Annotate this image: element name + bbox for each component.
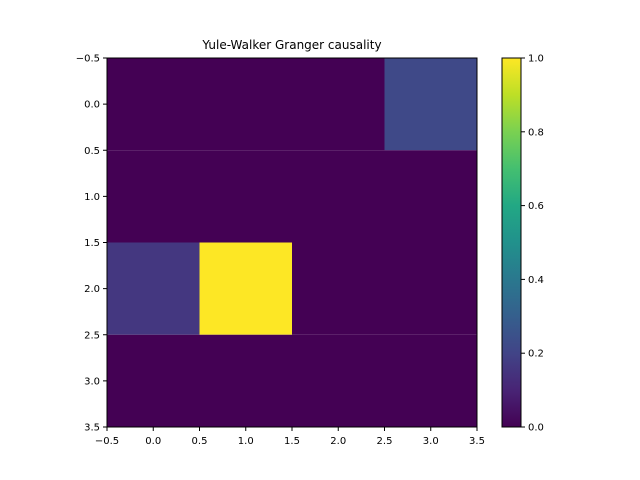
y-tick-label: 1.0 — [84, 192, 100, 203]
colorbar-tick-label: 0.4 — [528, 275, 544, 286]
colorbar-tick-label: 1.0 — [528, 54, 544, 65]
heatmap-cell-r1-c2 — [292, 150, 385, 243]
x-tick-label: 0.5 — [192, 436, 208, 447]
colorbar-tick-label: 0.8 — [528, 127, 544, 138]
y-tick-label: 1.5 — [84, 238, 100, 249]
colorbar-tick-label: 0.6 — [528, 201, 544, 212]
y-tick-label: 3.5 — [84, 423, 100, 434]
x-tick-label: 2.0 — [330, 436, 346, 447]
heatmap-cell-r0-c0 — [107, 58, 200, 151]
y-axis: −0.5 0.0 0.5 1.0 1.5 2.0 2.5 3.0 3.5 — [76, 54, 107, 434]
colorbar-axis: 0.0 0.2 0.4 0.6 0.8 1.0 — [521, 54, 544, 434]
heatmap-cell-r1-c1 — [199, 150, 292, 243]
heatmap-cell-r2-c1 — [199, 242, 292, 335]
heatmap-cell-r0-c2 — [292, 58, 385, 151]
heatmap-cell-r2-c0 — [107, 242, 200, 335]
x-tick-label: 0.0 — [145, 436, 161, 447]
y-tick-label: 2.5 — [84, 330, 100, 341]
heatmap-cells — [107, 58, 477, 427]
colorbar — [501, 57, 522, 428]
heatmap-cell-r3-c2 — [292, 334, 385, 427]
colorbar-tick-label: 0.2 — [528, 349, 544, 360]
x-tick-label: −0.5 — [95, 436, 119, 447]
heatmap-cell-r3-c0 — [107, 334, 200, 427]
x-tick-label: 3.5 — [469, 436, 485, 447]
x-tick-label: 1.0 — [238, 436, 254, 447]
y-tick-label: 0.5 — [84, 146, 100, 157]
x-tick-label: 1.5 — [284, 436, 300, 447]
heatmap-cell-r2-c3 — [384, 242, 477, 335]
heatmap-cell-r0-c3 — [384, 58, 477, 151]
y-tick-label: 3.0 — [84, 376, 100, 387]
x-tick-label: 3.0 — [423, 436, 439, 447]
y-tick-label: 2.0 — [84, 284, 100, 295]
y-tick-label: −0.5 — [76, 54, 100, 65]
chart-title: Yule-Walker Granger causality — [201, 38, 381, 52]
y-tick-label: 0.0 — [84, 100, 100, 111]
colorbar-tick-label: 0.0 — [528, 423, 544, 434]
x-tick-label: 2.5 — [377, 436, 393, 447]
heatmap-cell-r3-c1 — [199, 334, 292, 427]
heatmap-cell-r1-c3 — [384, 150, 477, 243]
heatmap-cell-r3-c3 — [384, 334, 477, 427]
x-axis: −0.5 0.0 0.5 1.0 1.5 2.0 2.5 3.0 3.5 — [95, 427, 485, 447]
heatmap-cell-r1-c0 — [107, 150, 200, 243]
heatmap-cell-r0-c1 — [199, 58, 292, 151]
heatmap-cell-r2-c2 — [292, 242, 385, 335]
